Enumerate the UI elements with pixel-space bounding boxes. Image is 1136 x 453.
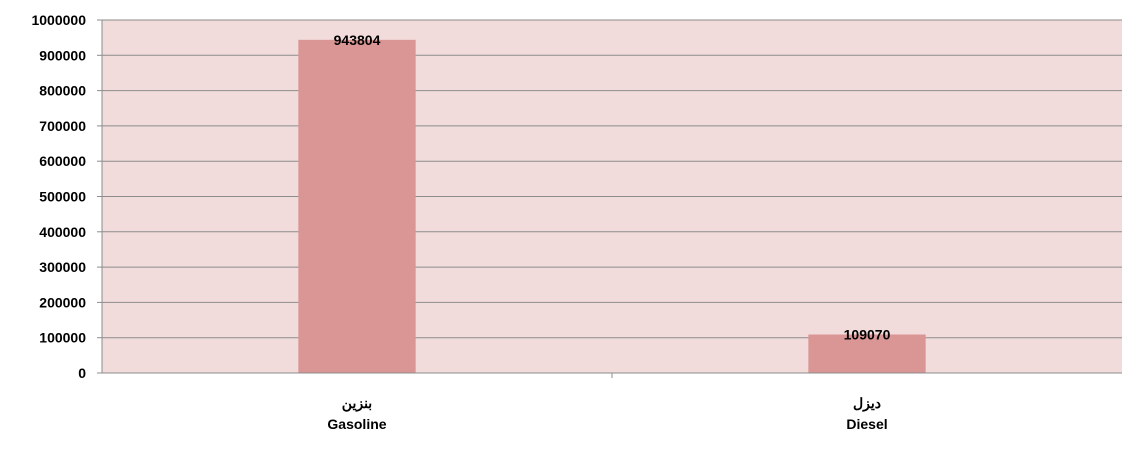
gridlines	[102, 19, 1122, 374]
y-tick-label: 0	[78, 365, 86, 381]
y-tick-label: 300000	[39, 259, 86, 275]
category-label-arabic: ديزل	[853, 395, 881, 412]
category-label-english: Diesel	[846, 416, 887, 432]
y-tick-label: 1000000	[31, 12, 86, 28]
y-tick-label: 100000	[39, 330, 86, 346]
y-tick-label: 700000	[39, 118, 86, 134]
data-label-diesel: 109070	[844, 326, 891, 342]
data-labels: 943804 109070	[334, 32, 891, 343]
y-tick-label: 400000	[39, 224, 86, 240]
bars	[298, 39, 926, 373]
x-axis-category-labels: بنزين Gasoline ديزل Diesel	[327, 395, 887, 432]
bar-gasoline	[298, 39, 416, 373]
axes	[97, 19, 1122, 378]
y-tick-label: 200000	[39, 294, 86, 310]
y-axis-tick-labels: 0 100000 200000 300000 400000 500000 600000 700…	[31, 12, 86, 381]
y-tick-label: 900000	[39, 47, 86, 63]
y-tick-label: 800000	[39, 83, 86, 99]
y-tick-label: 600000	[39, 153, 86, 169]
bar-diesel	[808, 334, 926, 373]
category-label-arabic: بنزين	[342, 395, 372, 412]
category-label-english: Gasoline	[327, 416, 386, 432]
data-label-gasoline: 943804	[334, 32, 381, 48]
y-tick-label: 500000	[39, 189, 86, 205]
